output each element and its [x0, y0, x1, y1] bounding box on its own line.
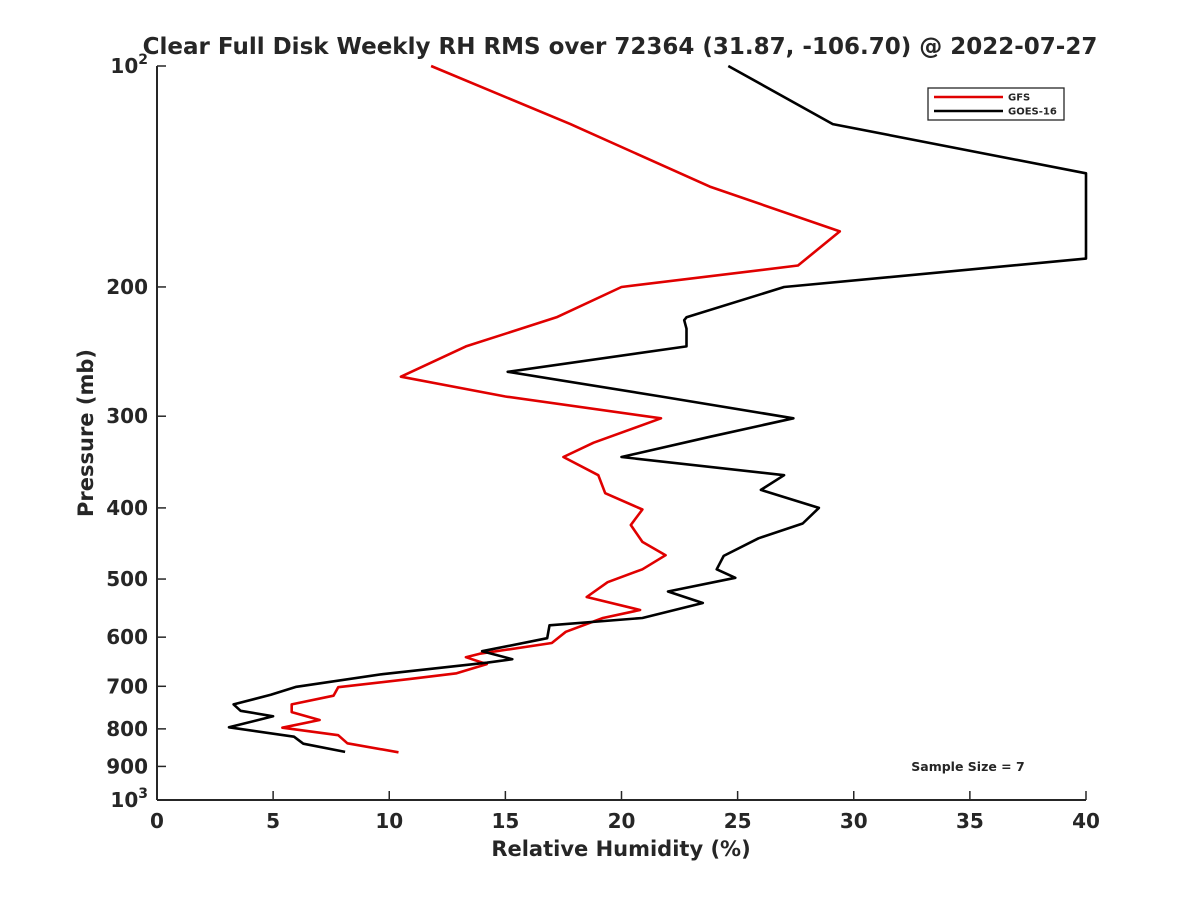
series-line-gfs [282, 66, 839, 752]
x-tick-label: 30 [840, 809, 868, 833]
chart: Clear Full Disk Weekly RH RMS over 72364… [0, 0, 1200, 900]
y-tick-label: 900 [106, 754, 148, 778]
x-tick-label: 20 [608, 809, 636, 833]
y-tick-label: 500 [106, 567, 148, 591]
y-tick-label: 400 [106, 496, 148, 520]
x-axis-label: Relative Humidity (%) [491, 837, 750, 861]
y-tick-label: 300 [106, 404, 148, 428]
plot-area [229, 66, 1086, 752]
x-tick-label: 5 [266, 809, 280, 833]
legend-label-gfs: GFS [1008, 93, 1030, 104]
x-tick-label: 25 [724, 809, 752, 833]
series-line-goes16 [229, 66, 1086, 752]
x-tick-label: 40 [1072, 809, 1100, 833]
chart-title: Clear Full Disk Weekly RH RMS over 72364… [143, 34, 1098, 60]
x-tick-label: 35 [956, 809, 984, 833]
y-tick-label: 200 [106, 275, 148, 299]
legend-label-goes16: GOES-16 [1008, 107, 1057, 118]
x-tick-label: 15 [491, 809, 519, 833]
y-tick-label: 600 [106, 625, 148, 649]
x-tick-label: 10 [375, 809, 403, 833]
y-tick-label: 103 [110, 786, 148, 812]
x-tick-label: 0 [150, 809, 164, 833]
y-tick-label: 102 [110, 52, 148, 78]
x-ticks: 0 5 10 15 20 25 30 35 40 [150, 791, 1100, 833]
y-tick-label: 700 [106, 674, 148, 698]
y-axis-label: Pressure (mb) [74, 349, 98, 517]
y-tick-label: 800 [106, 717, 148, 741]
legend: GFS GOES-16 [928, 88, 1064, 120]
sample-size-annotation: Sample Size = 7 [911, 759, 1024, 774]
